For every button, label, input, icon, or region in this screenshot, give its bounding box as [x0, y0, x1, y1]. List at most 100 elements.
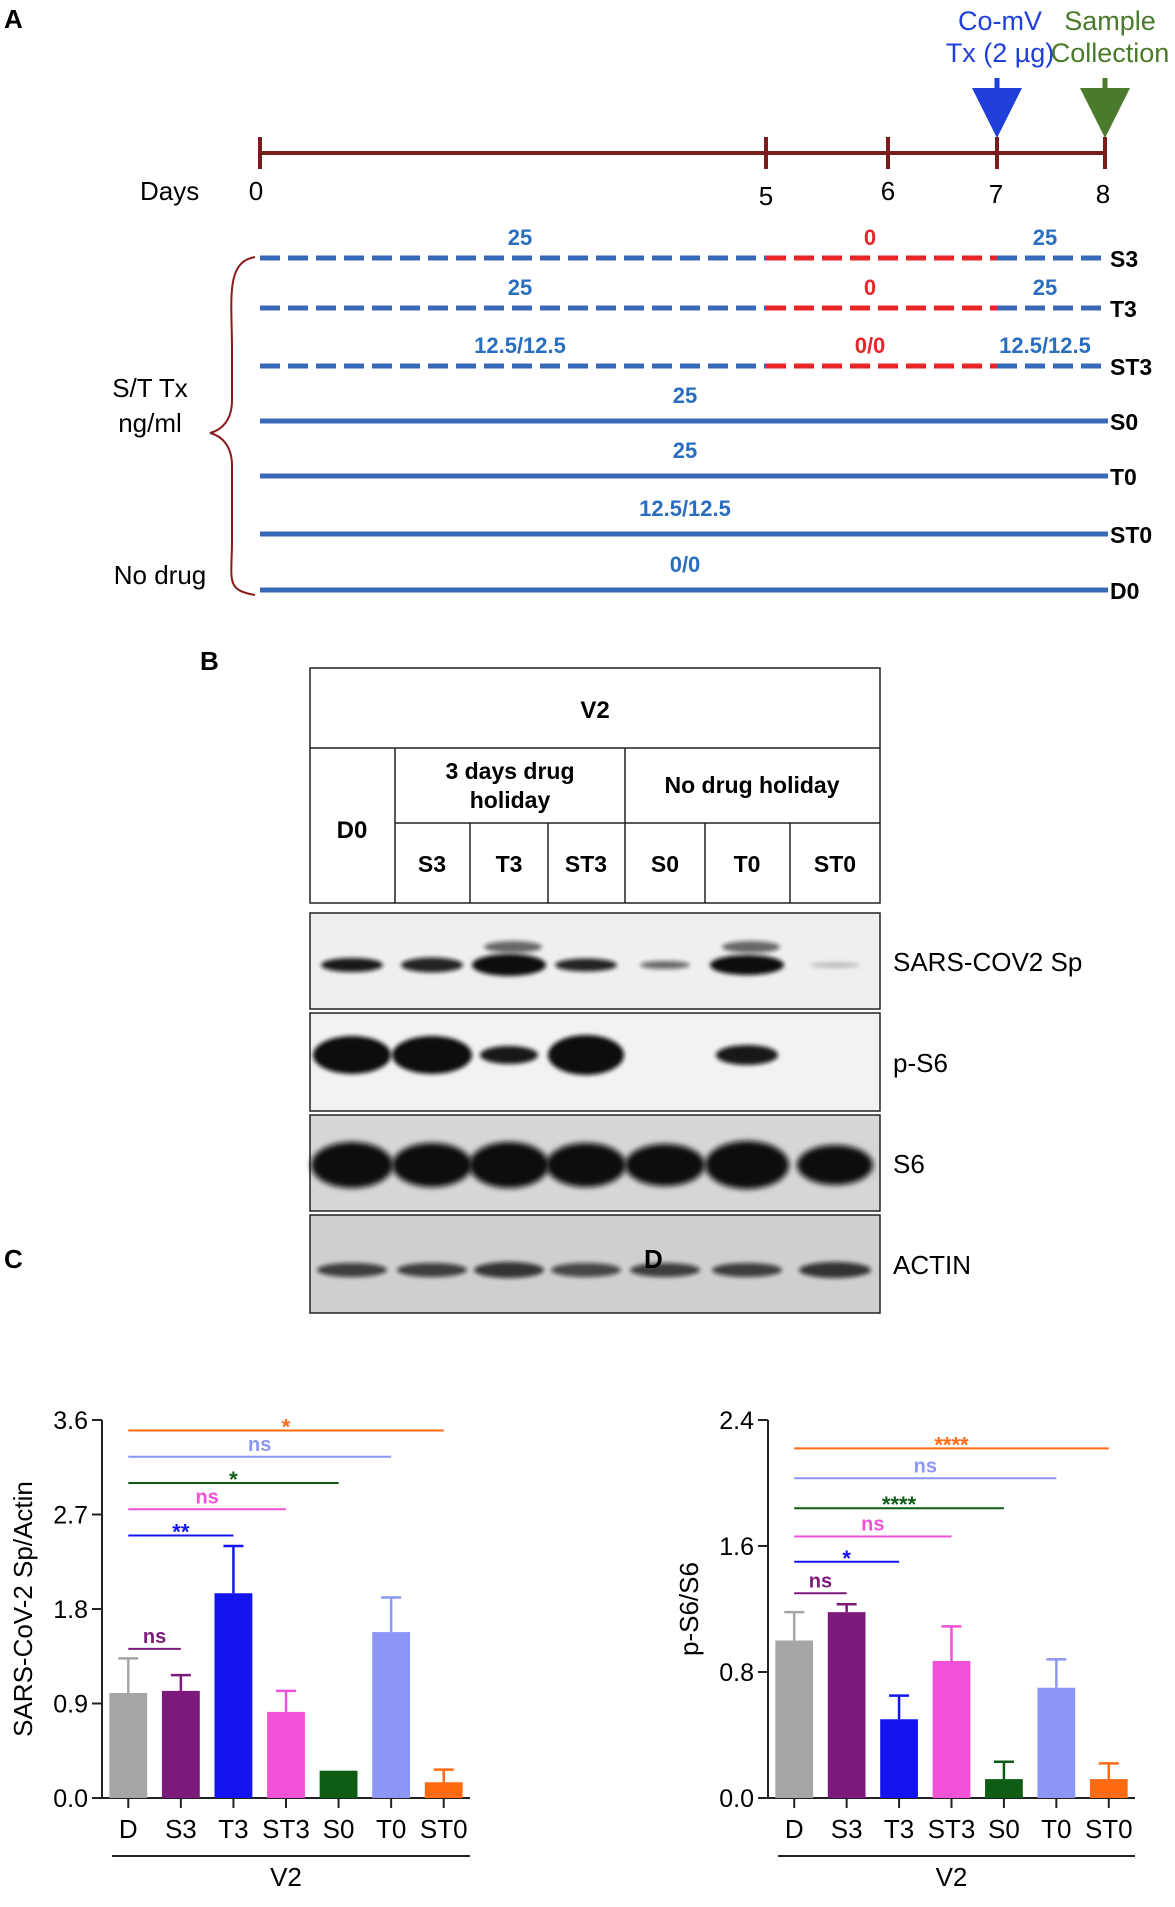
bar — [372, 1632, 411, 1798]
significance-label: * — [229, 1467, 238, 1492]
blot-band — [397, 1263, 467, 1277]
blot-band — [630, 1263, 700, 1277]
treatment-dose-label: 25 — [508, 275, 532, 300]
panel-d-letter: D — [644, 1244, 663, 1274]
event-comv-line2: Tx (2 µg) — [946, 38, 1055, 68]
y-tick-label: 2.4 — [719, 1407, 754, 1435]
bar — [932, 1660, 971, 1798]
significance-label: * — [842, 1546, 851, 1571]
treatment-dose-label: 0/0 — [670, 552, 701, 577]
virus-label: V2 — [580, 697, 609, 724]
treatment-dose-label: 0/0 — [855, 333, 886, 358]
lane-label: ST0 — [814, 851, 856, 877]
blot-band — [392, 1036, 472, 1074]
y-tick-label: 2.7 — [53, 1502, 88, 1530]
blot-band — [484, 941, 542, 953]
day-label: 8 — [1096, 179, 1110, 209]
bar — [827, 1612, 866, 1798]
blot-band — [472, 954, 546, 976]
y-tick-label: 1.8 — [53, 1596, 88, 1624]
lane-label: S3 — [418, 851, 446, 877]
group2-label: No drug holiday — [664, 772, 839, 798]
event-sample-line2: Collection — [1051, 38, 1170, 68]
bracket-icon — [209, 256, 256, 596]
lane-label: S0 — [651, 851, 679, 877]
blot-strips: SARS-COV2 Sp p-S6 S6 ACTIN — [309, 912, 1082, 1314]
treatment-row-id: S3 — [1110, 246, 1138, 272]
x-tick-label: T0 — [1041, 1814, 1071, 1844]
treatment-dose-label: 12.5/12.5 — [639, 496, 731, 521]
significance-label: ns — [914, 1455, 937, 1477]
lane-label: ST3 — [565, 851, 607, 877]
blot-band — [705, 1141, 789, 1189]
blot-band — [710, 955, 784, 975]
significance-label: ns — [143, 1626, 166, 1648]
treatment-row-id: S0 — [1110, 409, 1138, 435]
lane-label: T0 — [734, 851, 761, 877]
day-label: 5 — [759, 181, 773, 211]
significance-label: **** — [934, 1432, 969, 1457]
y-tick-label: 0.0 — [53, 1785, 88, 1813]
panel-b-letter: B — [200, 646, 219, 676]
blot-band — [722, 941, 780, 953]
bar — [214, 1593, 253, 1798]
treatment-row-id: ST3 — [1110, 354, 1152, 380]
x-tick-label: D — [785, 1814, 804, 1844]
y-axis-label: p-S6/S6 — [674, 1562, 704, 1656]
blot-band — [321, 958, 383, 972]
x-tick-label: S3 — [831, 1814, 863, 1844]
bar — [880, 1719, 918, 1798]
bar — [1037, 1687, 1076, 1798]
x-tick-label: S0 — [988, 1814, 1020, 1844]
significance-label: **** — [882, 1492, 917, 1517]
y-tick-label: 0.8 — [719, 1659, 754, 1687]
bar — [775, 1640, 814, 1798]
blot-band — [401, 957, 463, 973]
blot-band — [313, 1036, 391, 1074]
panel-c-letter: C — [4, 1244, 23, 1274]
bar — [424, 1782, 463, 1798]
y-tick-label: 0.9 — [53, 1691, 88, 1719]
day-label: 6 — [881, 176, 895, 206]
treatment-dose-label: 25 — [1033, 225, 1057, 250]
bar — [267, 1711, 305, 1798]
treatment-dose-label: 25 — [508, 225, 532, 250]
x-tick-label: ST3 — [262, 1814, 310, 1844]
treatment-rows: 25 0 25 S3 25 0 25 T3 12.5/12.5 0/0 12.5/12.5 ST3 25… — [260, 225, 1152, 604]
panel-a-letter: A — [4, 4, 23, 34]
control-lane-label: D0 — [337, 817, 368, 844]
day-label: 0 — [249, 176, 263, 206]
blot-band — [716, 1045, 778, 1065]
blot-band — [810, 962, 860, 968]
blot-band — [712, 1263, 782, 1277]
blot-label: ACTIN — [893, 1250, 971, 1280]
significance-label: ns — [861, 1514, 884, 1536]
bar — [109, 1693, 148, 1798]
significance-label: ns — [809, 1570, 832, 1592]
treatment-dose-label: 0 — [864, 275, 876, 300]
lane-label: T3 — [496, 851, 523, 877]
x-tick-label: T3 — [218, 1814, 248, 1844]
y-tick-label: 3.6 — [53, 1407, 88, 1435]
treatment-row-id: T0 — [1110, 464, 1137, 490]
x-tick-label: T0 — [376, 1814, 406, 1844]
blot-band — [555, 958, 617, 972]
x-tick-label: ST0 — [1085, 1814, 1133, 1844]
treatment-row-id: D0 — [1110, 578, 1139, 604]
bar — [319, 1770, 358, 1798]
treatment-dose-label: 25 — [1033, 275, 1057, 300]
x-tick-label: S0 — [323, 1814, 355, 1844]
blot-band — [797, 1145, 873, 1185]
panel-a: A Co-mV Tx (2 µg) Sample Collection Days… — [4, 4, 1169, 604]
significance-label: ns — [195, 1486, 218, 1508]
x-tick-label: D — [119, 1814, 138, 1844]
blot-band — [317, 1263, 387, 1277]
significance-label: ** — [172, 1520, 190, 1545]
blot-band — [551, 1263, 621, 1277]
group1-label-line2: holiday — [470, 787, 551, 813]
blot-band — [474, 1262, 544, 1278]
y-tick-label: 1.6 — [719, 1533, 754, 1561]
significance-label: * — [282, 1415, 291, 1440]
bracket-label-line1: S/T Tx — [112, 373, 188, 403]
